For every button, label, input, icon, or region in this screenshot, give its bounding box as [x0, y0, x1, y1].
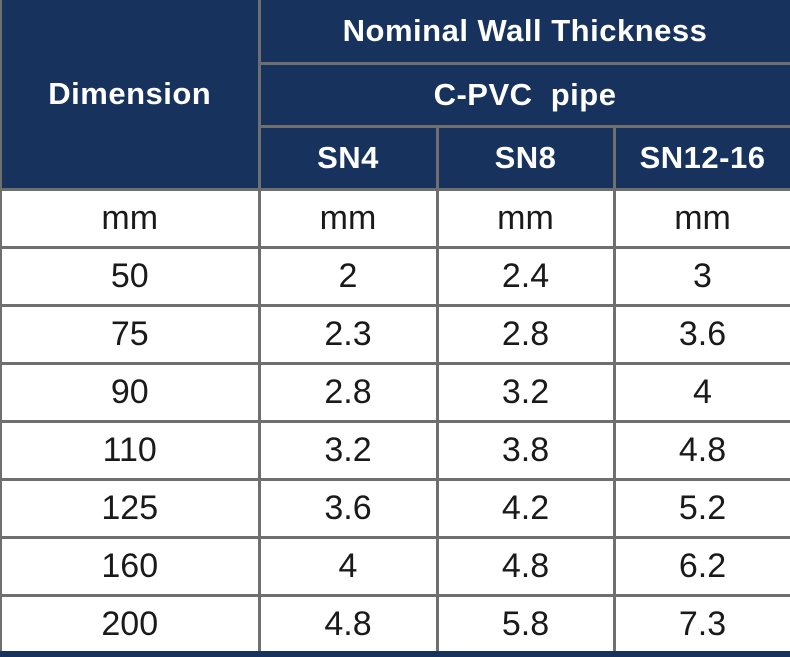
sn12-16-cell: 4.8	[612, 419, 790, 482]
sn12-16-cell: 5.2	[612, 478, 790, 540]
sn4-cell: 3.2	[257, 419, 439, 482]
table-row: 200 4.8 5.8 7.3	[0, 594, 790, 657]
dimension-header-cell: Dimension	[0, 0, 261, 191]
group-title-cell: Nominal Wall Thickness	[257, 0, 790, 65]
header-row-group: Dimension Nominal Wall Thickness	[0, 0, 790, 191]
unit-cell: mm	[257, 187, 439, 249]
dimension-cell: 110	[0, 419, 261, 482]
sn8-cell: 4.2	[435, 478, 616, 540]
units-row: mm mm mm mm	[0, 187, 790, 249]
sn8-cell: 5.8	[435, 594, 616, 657]
dimension-cell: 160	[0, 536, 261, 598]
unit-cell: mm	[612, 187, 790, 249]
table-row: 160 4 4.8 6.2	[0, 536, 790, 598]
sn8-cell: 2.8	[435, 303, 616, 365]
unit-cell: mm	[435, 187, 616, 249]
pipe-title-cell: C-PVC pipe	[257, 61, 790, 128]
sn12-16-cell: 3.6	[612, 303, 790, 365]
dimension-cell: 90	[0, 361, 261, 424]
column-header-sn8: SN8	[435, 124, 616, 191]
dimension-cell: 50	[0, 245, 261, 307]
sn8-cell: 2.4	[435, 245, 616, 307]
sn12-16-cell: 6.2	[612, 536, 790, 598]
header-row-classes: SN4 SN8 SN12-16	[1, 124, 790, 191]
dimension-cell: 75	[0, 303, 261, 365]
table-body: mm mm mm mm 50 2 2.4 3 75 2.3 2.8 3.6 90…	[0, 187, 790, 657]
sn4-cell: 4	[257, 536, 439, 598]
sn4-cell: 2.3	[257, 303, 439, 365]
table-header: Dimension Nominal Wall Thickness C-PVC p…	[0, 0, 790, 191]
sn4-cell: 4.8	[257, 594, 439, 657]
table-row: 90 2.8 3.2 4	[0, 361, 790, 424]
dimension-cell: 200	[0, 594, 261, 657]
column-header-sn12-16: SN12-16	[612, 124, 790, 191]
dimension-cell: 125	[0, 478, 261, 540]
sn12-16-cell: 4	[612, 361, 790, 424]
sn4-cell: 2	[257, 245, 439, 307]
table-row: 125 3.6 4.2 5.2	[0, 478, 790, 540]
column-header-sn4: SN4	[258, 124, 439, 191]
unit-cell: mm	[0, 187, 261, 249]
sn4-cell: 3.6	[257, 478, 439, 540]
header-row-pipe: C-PVC pipe	[1, 61, 790, 128]
sn8-cell: 4.8	[435, 536, 616, 598]
sn12-16-cell: 7.3	[612, 594, 790, 657]
sn4-cell: 2.8	[257, 361, 439, 424]
table-row: 50 2 2.4 3	[0, 245, 790, 307]
table-row: 110 3.2 3.8 4.8	[0, 419, 790, 482]
sn8-cell: 3.8	[435, 419, 616, 482]
table-row: 75 2.3 2.8 3.6	[0, 303, 790, 365]
sn12-16-cell: 3	[612, 245, 790, 307]
sn8-cell: 3.2	[435, 361, 616, 424]
